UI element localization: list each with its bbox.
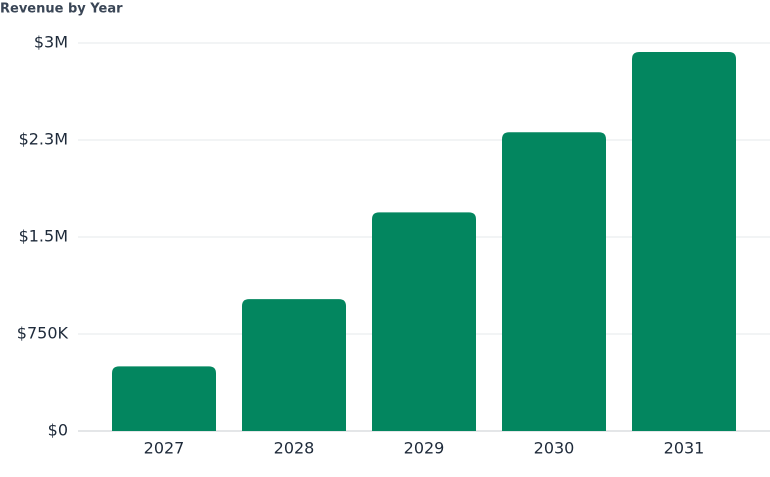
bar — [372, 212, 476, 431]
x-tick-label: 2028 — [274, 439, 315, 458]
x-tick-label: 2030 — [534, 439, 575, 458]
y-tick-label: $2.3M — [19, 130, 68, 149]
bar — [502, 132, 606, 432]
x-tick-label: 2029 — [404, 439, 445, 458]
y-tick-label: $3M — [34, 33, 68, 52]
bar — [242, 299, 346, 431]
x-tick-label: 2027 — [144, 439, 185, 458]
x-tick-label: 2031 — [664, 439, 705, 458]
bar — [632, 52, 736, 431]
y-tick-label: $750K — [17, 324, 69, 343]
chart-title: Revenue by Year — [0, 2, 123, 17]
bar — [112, 366, 216, 431]
y-tick-label: $0 — [48, 421, 68, 440]
y-tick-label: $1.5M — [19, 227, 68, 246]
